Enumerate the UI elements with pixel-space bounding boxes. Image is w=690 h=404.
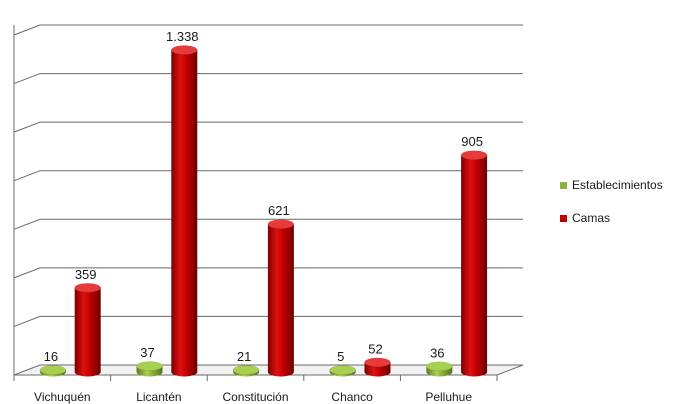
data-label-establecimientos-pelluhue: 36 (430, 345, 444, 360)
bars (39, 45, 488, 377)
gridline (13, 315, 523, 327)
bar-establecimientos-vichuquén (39, 365, 67, 377)
data-label-camas-pelluhue: 905 (461, 134, 483, 149)
legend-swatch-establecimientos (560, 182, 567, 189)
bar-establecimientos-constitución (232, 365, 260, 377)
x-tick-label-pelluhue: Pelluhue (425, 390, 472, 404)
gridline (13, 73, 523, 85)
bar-camas-pelluhue (460, 150, 488, 377)
data-label-establecimientos-licantén: 37 (140, 345, 154, 360)
gridline (13, 218, 523, 230)
legend-label-establecimientos: Establecimientos (572, 178, 663, 192)
gridline (13, 121, 523, 133)
data-label-camas-chanco: 52 (368, 341, 382, 356)
gridlines (13, 24, 523, 327)
data-label-camas-licantén: 1.338 (166, 29, 199, 44)
bar-camas-chanco (364, 357, 391, 377)
x-tick-labels: Vichuquén Licantén Constitución Chanco Pellu… (34, 390, 472, 404)
gridline (13, 267, 523, 279)
data-label-camas-constitución: 621 (268, 203, 290, 218)
x-tick-label-licantén: Licantén (136, 390, 181, 404)
bar-camas-constitución (267, 219, 295, 377)
legend-label-camas: Camas (572, 211, 610, 225)
bar-camas-vichuquén (74, 283, 101, 377)
bar-establecimientos-chanco (329, 365, 356, 377)
legend: Establecimientos Camas (560, 178, 663, 225)
data-label-establecimientos-vichuquén: 16 (44, 349, 58, 364)
data-label-establecimientos-chanco: 5 (337, 349, 344, 364)
legend-swatch-camas (560, 215, 567, 222)
gridline (13, 170, 523, 182)
x-tick-label-constitución: Constitución (222, 390, 288, 404)
data-label-establecimientos-constitución: 21 (237, 349, 251, 364)
bar-establecimientos-licantén (136, 361, 163, 377)
gridline (13, 24, 523, 36)
bar-establecimientos-pelluhue (426, 361, 453, 377)
x-tick-label-chanco: Chanco (331, 390, 373, 404)
data-label-camas-vichuquén: 359 (75, 267, 97, 282)
data-labels: 16 359 37 1.338 21 621 5 52 36 905 (44, 29, 483, 364)
bar-camas-licantén (171, 45, 198, 377)
x-tick-label-vichuquén: Vichuquén (34, 390, 91, 404)
